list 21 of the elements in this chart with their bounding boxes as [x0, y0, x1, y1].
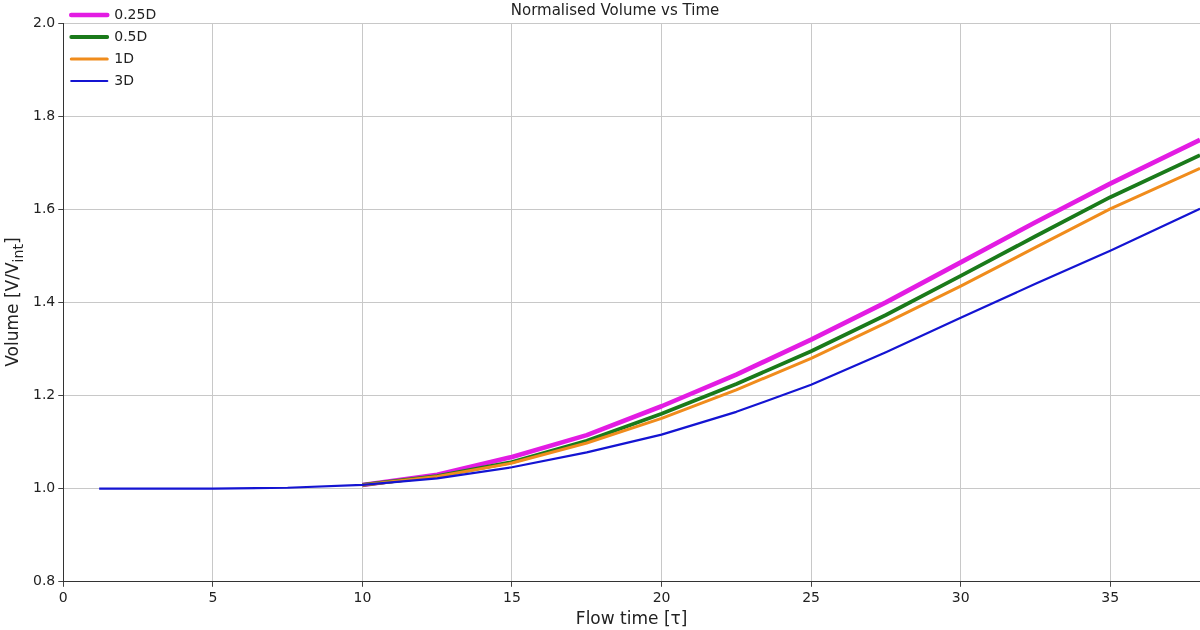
- x-tick-label: 15: [503, 588, 521, 605]
- x-tick-label: 5: [208, 588, 218, 605]
- y-tick-label: 1.6: [33, 199, 56, 216]
- chart-title: Normalised Volume vs Time: [510, 0, 720, 19]
- legend-label: 0.25D: [114, 5, 157, 22]
- x-tick-label: 25: [802, 588, 821, 605]
- x-tick-label: 0: [58, 588, 68, 605]
- x-tick-label: 20: [652, 588, 671, 605]
- y-tick-label: 1.2: [33, 386, 56, 403]
- y-tick-label: 1.8: [33, 106, 56, 123]
- legend-label: 3D: [114, 71, 134, 88]
- x-tick-label: 30: [951, 588, 970, 605]
- y-tick-label: 2.0: [33, 13, 56, 30]
- y-tick-label: 1.0: [33, 479, 56, 496]
- x-tick-label: 35: [1101, 588, 1120, 605]
- y-tick-label: 0.8: [33, 572, 56, 589]
- y-tick-label: 1.4: [33, 293, 56, 310]
- x-tick-label: 10: [353, 588, 372, 605]
- x-axis-title: Flow time [τ]: [575, 608, 688, 629]
- legend-label: 0.5D: [114, 27, 148, 44]
- legend-label: 1D: [114, 49, 134, 66]
